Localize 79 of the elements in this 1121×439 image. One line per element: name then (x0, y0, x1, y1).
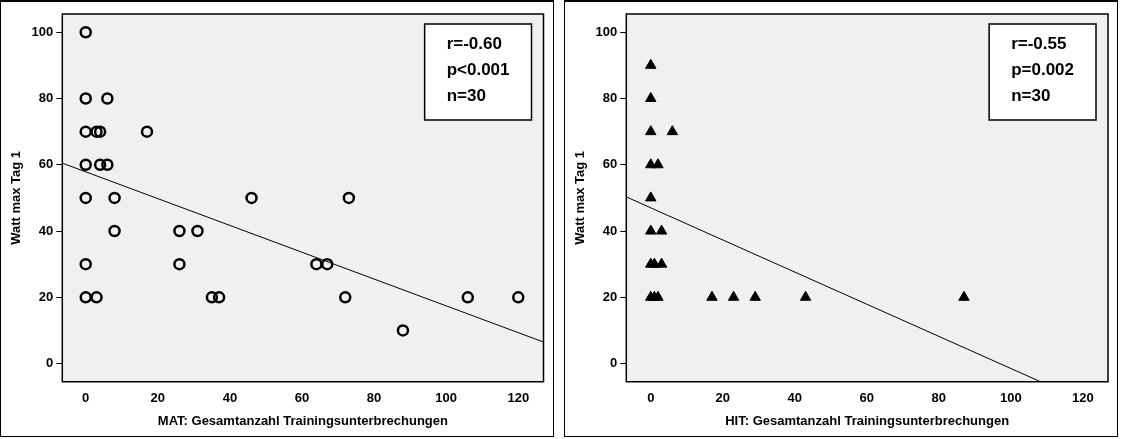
point (652, 158, 664, 169)
x-tick-label: 0 (82, 390, 90, 406)
point (79, 92, 92, 105)
point (79, 158, 92, 172)
point (93, 158, 107, 172)
point (212, 291, 226, 304)
point (727, 290, 740, 301)
point (320, 257, 334, 271)
point (90, 291, 103, 304)
x-tick-label: 120 (507, 390, 530, 406)
point (79, 257, 92, 271)
x-tick-label: 20 (715, 390, 731, 406)
point (645, 58, 657, 69)
point (79, 291, 92, 304)
point (645, 125, 657, 136)
point (666, 125, 679, 136)
point (645, 191, 657, 202)
x-tick-label: 60 (294, 390, 310, 406)
x-tick-label: 40 (787, 390, 803, 406)
annotation: n=30 (1011, 86, 1051, 106)
annotation: p=0.002 (1011, 60, 1075, 80)
x-tick-label: 20 (150, 390, 166, 406)
point (140, 125, 154, 138)
y-tick-label: 100 (595, 23, 618, 39)
y-tick-label: 0 (46, 355, 54, 371)
point (79, 125, 92, 138)
point (799, 290, 812, 301)
point (310, 257, 323, 271)
x-tick-label: 60 (859, 390, 875, 406)
point (749, 290, 761, 301)
x-tick-label: 100 (999, 390, 1022, 406)
x-axis-title: HIT: Gesamtanzahl Trainingsunterbrechungen (725, 412, 1010, 428)
point (339, 291, 352, 304)
point (173, 257, 186, 271)
x-tick-label: 120 (1071, 390, 1094, 406)
point (655, 224, 668, 235)
y-tick-label: 80 (38, 90, 54, 106)
y-tick-label: 100 (31, 23, 54, 39)
y-tick-label: 20 (602, 288, 618, 304)
y-tick-label: 20 (38, 288, 54, 304)
annotation: p<0.001 (446, 60, 510, 80)
point (706, 290, 718, 301)
point (342, 191, 356, 205)
y-tick-label: 0 (610, 355, 618, 371)
point (79, 191, 92, 205)
annotation: r=-0.60 (446, 34, 502, 54)
x-axis-title: MAT: Gesamtanzahl Trainingsunterbrechungen (157, 412, 449, 428)
point (645, 92, 657, 102)
point (655, 257, 668, 268)
point (90, 125, 103, 138)
point (101, 92, 114, 105)
x-tick-label: 80 (931, 390, 947, 406)
annotation: n=30 (446, 86, 486, 106)
point (191, 224, 204, 238)
point (79, 25, 92, 39)
point (245, 191, 258, 205)
point (958, 290, 970, 301)
y-tick-label: 40 (602, 222, 618, 238)
point (645, 224, 657, 235)
y-tick-label: 60 (602, 156, 618, 172)
point (101, 158, 114, 172)
point (205, 291, 219, 304)
point (396, 324, 410, 337)
point (108, 224, 121, 238)
y-tick-label: 40 (38, 222, 54, 238)
y-axis-title: Watt max Tag 1 (572, 150, 588, 245)
point (93, 125, 107, 138)
y-tick-label: 60 (38, 156, 54, 172)
x-tick-label: 0 (647, 390, 655, 406)
x-tick-label: 40 (222, 390, 238, 406)
x-tick-label: 80 (366, 390, 382, 406)
point (173, 224, 186, 238)
y-tick-label: 80 (602, 90, 618, 106)
point (108, 191, 121, 205)
annotation: r=-0.55 (1011, 34, 1067, 54)
y-axis-title: Watt max Tag 1 (8, 150, 24, 245)
x-tick-label: 100 (435, 390, 458, 406)
point (461, 291, 475, 304)
point (512, 291, 525, 304)
